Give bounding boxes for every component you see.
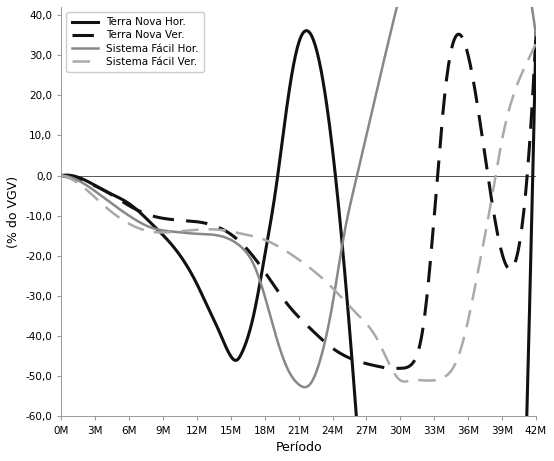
- Terra Nova Hor.: [304, 28, 310, 34]
- Sistema Fácil Ver.: [448, 368, 455, 373]
- Sistema Fácil Hor.: [58, 173, 65, 178]
- Terra Nova Ver.: [390, 366, 397, 371]
- Terra Nova Hor.: [532, 30, 539, 36]
- Sistema Fácil Hor.: [532, 32, 539, 38]
- Legend: Terra Nova Hor., Terra Nova Ver., Sistema Fácil Hor., Sistema Fácil Ver.: Terra Nova Hor., Terra Nova Ver., Sistem…: [66, 12, 204, 72]
- Sistema Fácil Ver.: [286, 251, 293, 256]
- Line: Terra Nova Hor.: Terra Nova Hor.: [61, 31, 536, 461]
- Sistema Fácil Hor.: [286, 370, 293, 376]
- Terra Nova Ver.: [315, 333, 321, 339]
- Sistema Fácil Ver.: [284, 249, 290, 254]
- Terra Nova Ver.: [532, 30, 539, 36]
- Terra Nova Hor.: [341, 270, 348, 275]
- Sistema Fácil Ver.: [315, 272, 321, 278]
- Sistema Fácil Hor.: [316, 361, 322, 366]
- Line: Sistema Fácil Ver.: Sistema Fácil Ver.: [61, 43, 536, 382]
- Sistema Fácil Ver.: [522, 63, 529, 68]
- Sistema Fácil Hor.: [301, 384, 308, 390]
- Terra Nova Hor.: [523, 426, 530, 432]
- Terra Nova Ver.: [522, 191, 529, 197]
- Terra Nova Hor.: [284, 105, 290, 110]
- Sistema Fácil Hor.: [284, 364, 290, 370]
- Terra Nova Ver.: [58, 173, 65, 178]
- Terra Nova Hor.: [58, 173, 65, 178]
- Sistema Fácil Ver.: [58, 173, 65, 178]
- Terra Nova Ver.: [284, 301, 290, 306]
- Terra Nova Ver.: [448, 47, 455, 53]
- X-axis label: Período: Período: [275, 441, 322, 454]
- Y-axis label: (% do VGV): (% do VGV): [7, 176, 20, 248]
- Sistema Fácil Ver.: [532, 40, 539, 46]
- Sistema Fácil Hor.: [341, 228, 348, 234]
- Line: Sistema Fácil Hor.: Sistema Fácil Hor.: [61, 0, 536, 387]
- Terra Nova Ver.: [286, 304, 293, 310]
- Terra Nova Hor.: [286, 85, 293, 91]
- Terra Nova Hor.: [316, 58, 322, 63]
- Terra Nova Ver.: [341, 353, 347, 358]
- Sistema Fácil Ver.: [341, 297, 347, 303]
- Sistema Fácil Ver.: [402, 379, 408, 384]
- Line: Terra Nova Ver.: Terra Nova Ver.: [61, 33, 536, 368]
